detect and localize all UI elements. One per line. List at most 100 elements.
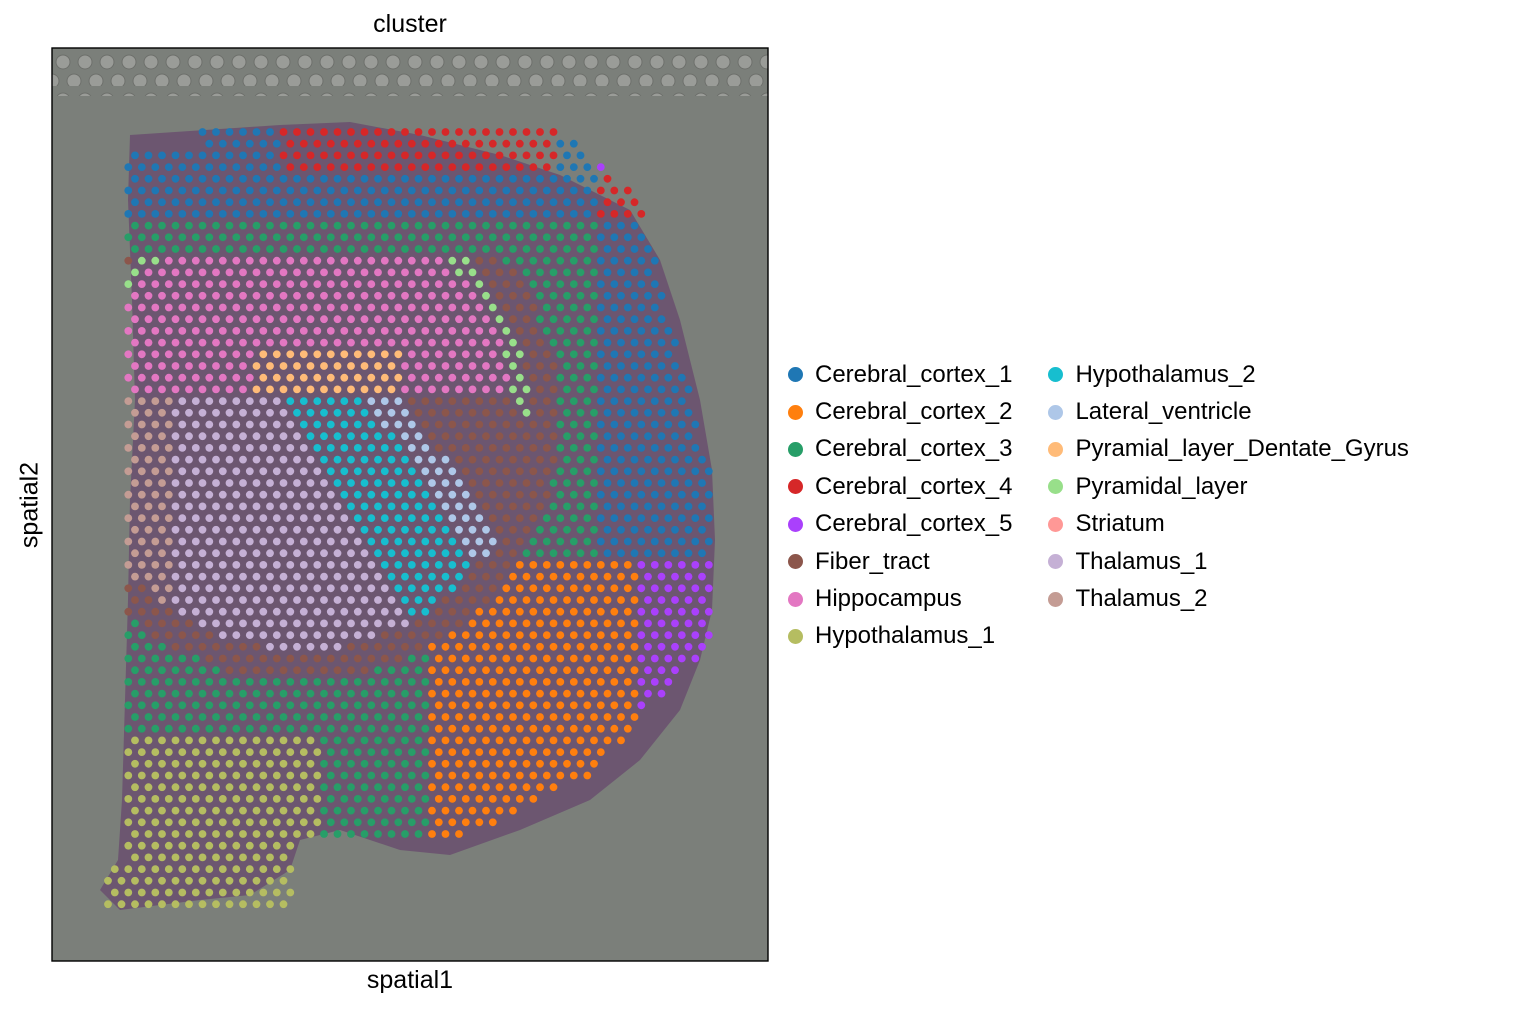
spot-point <box>441 455 450 464</box>
spot-point <box>279 245 288 253</box>
spot-point <box>522 128 531 136</box>
spot-point <box>137 537 146 546</box>
spot-point <box>333 432 342 441</box>
spot-point <box>252 221 261 230</box>
spot-point <box>387 549 396 558</box>
spot-point <box>590 713 598 721</box>
spot-point <box>536 174 544 183</box>
spot-point <box>333 783 342 792</box>
spot-point <box>596 748 605 756</box>
spot-point <box>691 514 700 522</box>
spot-point <box>367 256 376 265</box>
spot-point <box>563 221 571 230</box>
spot-point <box>380 795 389 803</box>
spot-point <box>279 525 288 534</box>
spot-point <box>542 678 551 686</box>
spot-point <box>124 841 133 850</box>
spot-point <box>191 537 200 546</box>
spot-point <box>610 467 619 476</box>
spot-point <box>239 853 247 862</box>
spot-point <box>455 689 463 698</box>
spot-point <box>698 479 706 487</box>
spot-point <box>441 174 450 183</box>
spot-point <box>536 479 544 487</box>
spot-point <box>387 619 396 628</box>
spot-point <box>340 795 349 803</box>
spot-point <box>522 291 531 300</box>
spot-point <box>387 221 396 230</box>
spot-point <box>650 303 659 312</box>
spot-point <box>482 666 490 675</box>
spot-point <box>468 479 477 487</box>
spot-point <box>212 736 220 745</box>
spot-point <box>320 713 328 721</box>
spot-point <box>279 642 288 651</box>
spot-point <box>299 537 308 546</box>
spot-point <box>306 666 315 675</box>
spot-point <box>313 303 322 312</box>
spot-point <box>549 128 558 136</box>
spot-point <box>293 666 301 675</box>
spot-point <box>394 163 403 172</box>
spot-point <box>239 479 247 487</box>
spot-point <box>596 350 605 359</box>
spot-point <box>266 268 274 277</box>
spot-point <box>374 736 382 745</box>
spot-point <box>144 502 153 511</box>
spot-point <box>239 245 247 253</box>
spot-point <box>151 186 160 195</box>
spot-point <box>239 198 247 207</box>
spot-point <box>644 455 652 464</box>
spot-point <box>374 525 382 534</box>
spot-point <box>367 724 376 733</box>
spot-point <box>428 338 436 347</box>
spot-point <box>644 619 652 628</box>
spot-point <box>515 748 524 756</box>
spot-point <box>374 362 382 370</box>
spot-point <box>320 666 328 675</box>
spot-point <box>441 128 450 136</box>
spot-point <box>441 479 450 487</box>
spot-point <box>664 607 673 616</box>
spot-point <box>549 736 558 745</box>
spot-point <box>178 841 187 850</box>
spot-point <box>482 432 490 441</box>
spot-point <box>185 502 193 511</box>
spot-point <box>306 221 315 230</box>
spot-point <box>158 502 166 511</box>
spot-point <box>637 467 646 476</box>
spot-point <box>245 561 254 569</box>
spot-point <box>171 198 180 207</box>
spot-point <box>569 350 578 359</box>
spot-point <box>286 818 295 827</box>
spot-point <box>407 467 416 476</box>
spot-point <box>630 479 639 487</box>
spot-point <box>232 841 241 850</box>
spot-point <box>306 455 315 464</box>
spot-point <box>367 350 376 359</box>
spot-point <box>509 408 517 417</box>
spot-point <box>495 245 504 253</box>
spot-point <box>536 362 544 370</box>
spot-point <box>225 362 234 370</box>
spot-point <box>144 759 153 768</box>
spot-point <box>293 596 301 604</box>
spot-point <box>434 210 443 218</box>
spot-point <box>509 268 517 277</box>
spot-point <box>488 654 497 663</box>
spot-point <box>428 830 436 838</box>
spot-point <box>131 315 139 324</box>
spot-point <box>164 654 173 663</box>
spot-point <box>515 654 524 663</box>
spot-point <box>421 280 430 288</box>
spot-point <box>515 397 524 405</box>
spot-point <box>124 537 133 546</box>
spot-point <box>461 373 470 382</box>
spot-point <box>590 174 598 183</box>
spot-point <box>603 408 612 417</box>
spot-point <box>313 210 322 218</box>
spot-point <box>198 853 207 862</box>
spot-point <box>495 666 504 675</box>
spot-point <box>380 233 389 242</box>
